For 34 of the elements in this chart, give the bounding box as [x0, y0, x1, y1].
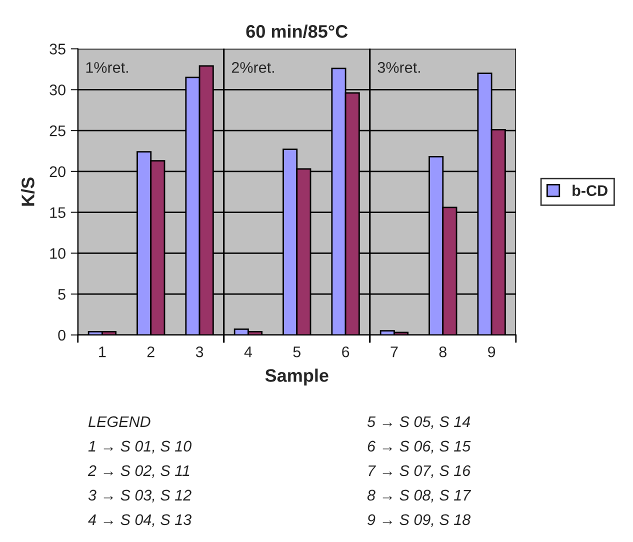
text: 5 → S 05, S 14 — [367, 416, 470, 429]
x-tick-label: 4 — [244, 346, 252, 358]
x-tick-label: 8 — [439, 346, 446, 358]
y-axis-title: K/S — [21, 178, 35, 206]
x-tick-label: 6 — [342, 346, 350, 358]
legend-label: b-CD — [572, 184, 608, 196]
x-tick-label: 9 — [488, 346, 496, 358]
chart-title: 60 min/85°C — [246, 24, 348, 38]
band-label: 3%ret. — [378, 62, 420, 73]
y-tick-label: 5 — [58, 289, 66, 300]
y-tick-label: 30 — [50, 84, 66, 96]
x-tick-label: 2 — [147, 346, 154, 358]
y-tick-label: 0 — [58, 330, 66, 341]
band-label: 1%ret. — [86, 62, 128, 73]
text: 9 → S 09, S 18 — [368, 514, 471, 527]
y-tick-label: 35 — [50, 44, 66, 54]
text: 7 → S 07, S 16 — [368, 465, 471, 478]
text: 8 → S 08, S 17 — [367, 490, 472, 502]
x-tick-label: 5 — [293, 346, 300, 358]
band-label: 2%ret. — [232, 62, 274, 73]
x-tick-label: 1 — [99, 346, 106, 358]
text: 3 → S 03, S 12 — [88, 490, 192, 502]
y-tick-label: 25 — [50, 125, 66, 136]
text: 1 → S 01, S 10 — [88, 440, 192, 454]
x-tick-label: 7 — [390, 346, 398, 358]
x-tick-label: 3 — [196, 346, 204, 358]
text: LEGEND — [88, 416, 150, 428]
y-tick-label: 20 — [50, 166, 66, 178]
text: 6 → S 06, S 15 — [368, 440, 471, 454]
y-tick-label: 15 — [50, 207, 66, 218]
x-axis-title: Sample — [265, 368, 328, 386]
text: 2 → S 02, S 11 — [88, 465, 190, 478]
text: 4 → S 04, S 13 — [88, 514, 192, 527]
y-tick-label: 10 — [50, 248, 66, 259]
